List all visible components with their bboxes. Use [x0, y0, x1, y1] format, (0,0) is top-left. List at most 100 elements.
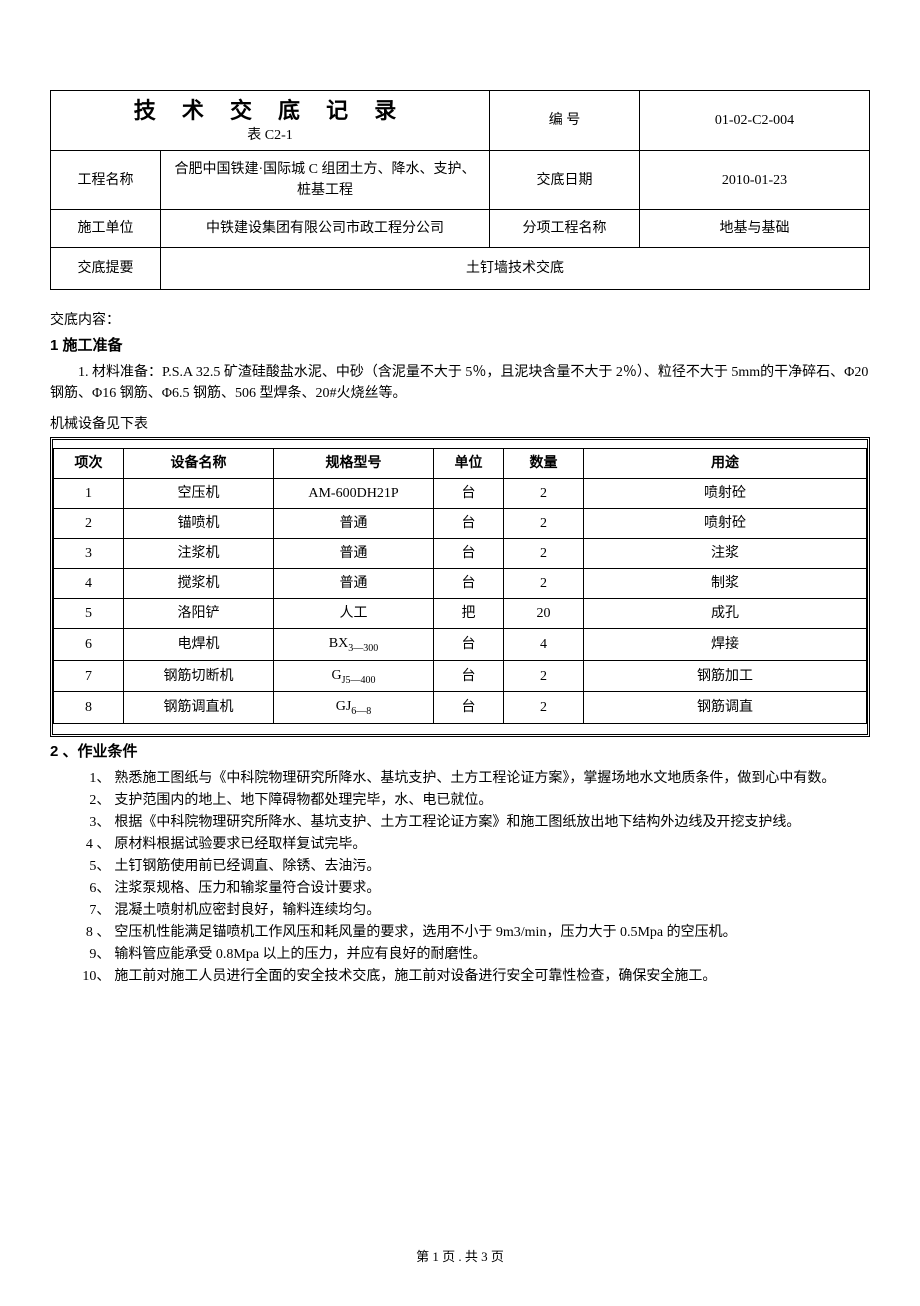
list-item: 3、根据《中科院物理研究所降水、基坑支护、土方工程论证方案》和施工图纸放出地下结…	[50, 812, 870, 833]
list-item-index: 8 、	[78, 922, 114, 943]
list-item-index: 10、	[78, 966, 114, 987]
list-item-index: 7、	[78, 900, 114, 921]
doc-subtitle: 表 C2-1	[51, 128, 489, 151]
list-item-text: 土钉钢筋使用前已经调直、除锈、去油污。	[114, 856, 870, 877]
equip-cell-use: 注浆	[584, 538, 867, 568]
list-item: 2、支护范围内的地上、地下障碍物都处理完毕，水、电已就位。	[50, 790, 870, 811]
value-project-name: 合肥中国铁建·国际城 C 组团土方、降水、支护、桩基工程	[161, 151, 490, 210]
equip-cell-model: 普通	[274, 508, 434, 538]
label-project-name: 工程名称	[51, 151, 161, 210]
equip-cell-model: BX3—300	[274, 628, 434, 660]
list-item-index: 1、	[78, 768, 114, 789]
label-sub-project: 分项工程名称	[490, 210, 640, 248]
list-item: 5、土钉钢筋使用前已经调直、除锈、去油污。	[50, 856, 870, 877]
equip-cell-name: 钢筋调直机	[124, 692, 274, 724]
list-item-index: 2、	[78, 790, 114, 811]
equip-cell-name: 空压机	[124, 478, 274, 508]
list-item-text: 混凝土喷射机应密封良好，输料连续均匀。	[114, 900, 870, 921]
page-footer: 第 1 页 . 共 3 页	[50, 1247, 870, 1267]
equip-cell-model: 人工	[274, 598, 434, 628]
equip-h-num: 项次	[54, 448, 124, 478]
list-item-text: 空压机性能满足锚喷机工作风压和耗风量的要求，选用不小于 9m3/min，压力大于…	[114, 922, 870, 943]
equip-cell-model: 普通	[274, 568, 434, 598]
table-row: 3注浆机普通台2注浆	[54, 538, 867, 568]
list-item-text: 施工前对施工人员进行全面的安全技术交底，施工前对设备进行安全可靠性检查，确保安全…	[114, 966, 870, 987]
list-item: 10、施工前对施工人员进行全面的安全技术交底，施工前对设备进行安全可靠性检查，确…	[50, 966, 870, 987]
table-row: 8钢筋调直机GJ6—8台2钢筋调直	[54, 692, 867, 724]
equip-header-row: 项次 设备名称 规格型号 单位 数量 用途	[54, 448, 867, 478]
equip-cell-unit: 台	[434, 660, 504, 692]
equip-cell-model: 普通	[274, 538, 434, 568]
label-doc-no: 编 号	[490, 91, 640, 151]
equipment-table: 项次 设备名称 规格型号 单位 数量 用途 1空压机AM-600DH21P台2喷…	[53, 448, 867, 724]
equip-cell-use: 焊接	[584, 628, 867, 660]
equip-cell-unit: 台	[434, 538, 504, 568]
list-item-text: 输料管应能承受 0.8Mpa 以上的压力，并应有良好的耐磨性。	[114, 944, 870, 965]
equip-h-use: 用途	[584, 448, 867, 478]
doc-title: 技 术 交 底 记 录	[51, 91, 489, 128]
table-row: 4搅浆机普通台2制浆	[54, 568, 867, 598]
equip-cell-num: 5	[54, 598, 124, 628]
list-item: 8 、空压机性能满足锚喷机工作风压和耗风量的要求，选用不小于 9m3/min，压…	[50, 922, 870, 943]
table-row: 5洛阳铲人工把20成孔	[54, 598, 867, 628]
content-label: 交底内容：	[50, 310, 870, 331]
equip-cell-use: 喷射砼	[584, 478, 867, 508]
equip-cell-qty: 4	[504, 628, 584, 660]
equip-cell-name: 电焊机	[124, 628, 274, 660]
equip-cell-qty: 20	[504, 598, 584, 628]
section1-title: 1 施工准备	[50, 335, 870, 358]
table-row: 1空压机AM-600DH21P台2喷射砼	[54, 478, 867, 508]
equip-cell-model: AM-600DH21P	[274, 478, 434, 508]
list-item-index: 6、	[78, 878, 114, 899]
label-construction-unit: 施工单位	[51, 210, 161, 248]
table-row: 7钢筋切断机GJ5—400台2钢筋加工	[54, 660, 867, 692]
label-disclose-date: 交底日期	[490, 151, 640, 210]
equip-cell-unit: 台	[434, 692, 504, 724]
equip-cell-qty: 2	[504, 692, 584, 724]
equip-cell-model: GJ6—8	[274, 692, 434, 724]
table-row: 2锚喷机普通台2喷射砼	[54, 508, 867, 538]
equip-h-name: 设备名称	[124, 448, 274, 478]
list-item-index: 4 、	[78, 834, 114, 855]
equip-cell-num: 6	[54, 628, 124, 660]
list-item-text: 支护范围内的地上、地下障碍物都处理完毕，水、电已就位。	[114, 790, 870, 811]
value-construction-unit: 中铁建设集团有限公司市政工程分公司	[161, 210, 490, 248]
equip-cell-unit: 台	[434, 478, 504, 508]
value-disclose-date: 2010-01-23	[640, 151, 870, 210]
conditions-list: 1、熟悉施工图纸与《中科院物理研究所降水、基坑支护、土方工程论证方案》，掌握场地…	[50, 768, 870, 987]
equip-cell-num: 1	[54, 478, 124, 508]
equip-cell-name: 搅浆机	[124, 568, 274, 598]
equip-cell-num: 3	[54, 538, 124, 568]
equip-cell-use: 钢筋调直	[584, 692, 867, 724]
list-item-index: 5、	[78, 856, 114, 877]
equip-h-qty: 数量	[504, 448, 584, 478]
list-item: 6、注浆泵规格、压力和输浆量符合设计要求。	[50, 878, 870, 899]
equip-cell-use: 钢筋加工	[584, 660, 867, 692]
list-item-index: 3、	[78, 812, 114, 833]
equip-cell-num: 7	[54, 660, 124, 692]
equip-cell-name: 洛阳铲	[124, 598, 274, 628]
list-item-text: 根据《中科院物理研究所降水、基坑支护、土方工程论证方案》和施工图纸放出地下结构外…	[114, 812, 870, 833]
equip-cell-qty: 2	[504, 660, 584, 692]
equip-cell-unit: 台	[434, 568, 504, 598]
equip-h-unit: 单位	[434, 448, 504, 478]
equip-cell-qty: 2	[504, 478, 584, 508]
header-table: 技 术 交 底 记 录 表 C2-1 编 号 01-02-C2-004 工程名称…	[50, 90, 870, 290]
value-doc-no: 01-02-C2-004	[640, 91, 870, 151]
list-item-text: 原材料根据试验要求已经取样复试完毕。	[114, 834, 870, 855]
equip-cell-qty: 2	[504, 538, 584, 568]
section2-title: 2 、作业条件	[50, 741, 870, 764]
equip-cell-model: GJ5—400	[274, 660, 434, 692]
equip-cell-use: 制浆	[584, 568, 867, 598]
list-item: 1、熟悉施工图纸与《中科院物理研究所降水、基坑支护、土方工程论证方案》，掌握场地…	[50, 768, 870, 789]
equip-cell-qty: 2	[504, 568, 584, 598]
list-item: 9、输料管应能承受 0.8Mpa 以上的压力，并应有良好的耐磨性。	[50, 944, 870, 965]
equip-cell-use: 喷射砼	[584, 508, 867, 538]
equip-cell-name: 注浆机	[124, 538, 274, 568]
equip-intro: 机械设备见下表	[50, 414, 870, 435]
list-item-index: 9、	[78, 944, 114, 965]
equip-h-model: 规格型号	[274, 448, 434, 478]
list-item: 7、混凝土喷射机应密封良好，输料连续均匀。	[50, 900, 870, 921]
table-row: 6电焊机BX3—300台4焊接	[54, 628, 867, 660]
equip-cell-num: 2	[54, 508, 124, 538]
